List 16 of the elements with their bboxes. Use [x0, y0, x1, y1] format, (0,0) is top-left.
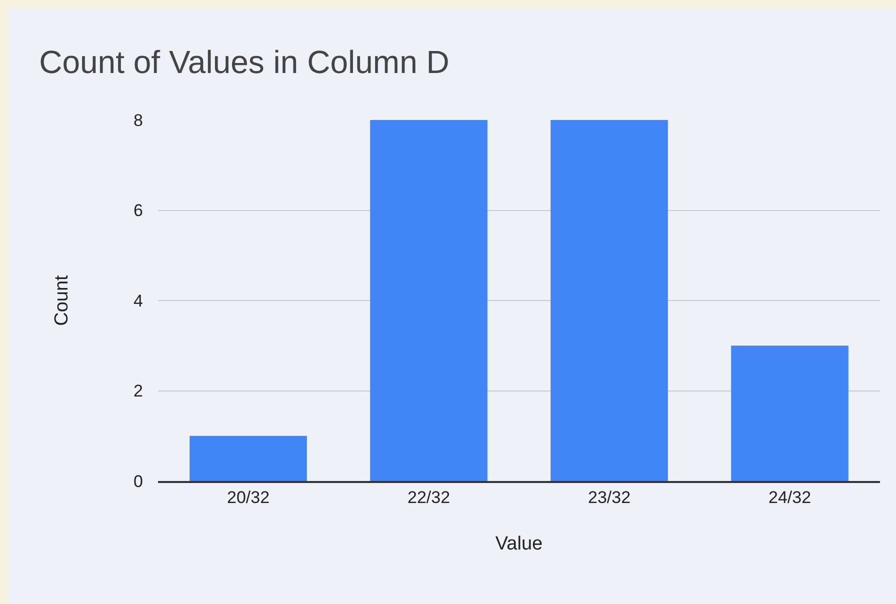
x-axis-title: Value [495, 533, 543, 554]
y-tick-label: 2 [134, 382, 143, 401]
chart-title: Count of Values in Column D [39, 44, 450, 80]
y-tick-label: 8 [134, 110, 143, 130]
x-tick-label: 24/32 [768, 488, 812, 508]
x-tick-label: 23/32 [588, 488, 631, 508]
y-tick-label: 0 [134, 472, 143, 491]
bar [190, 436, 307, 481]
x-tick-label: 20/32 [226, 488, 270, 508]
y-tick-label: 4 [134, 291, 143, 310]
bar [370, 120, 488, 481]
x-tick-label: 22/32 [407, 488, 450, 508]
y-tick-label: 6 [134, 201, 143, 220]
bar [550, 120, 668, 481]
bar [731, 346, 848, 481]
y-axis-title: Count [51, 274, 72, 326]
